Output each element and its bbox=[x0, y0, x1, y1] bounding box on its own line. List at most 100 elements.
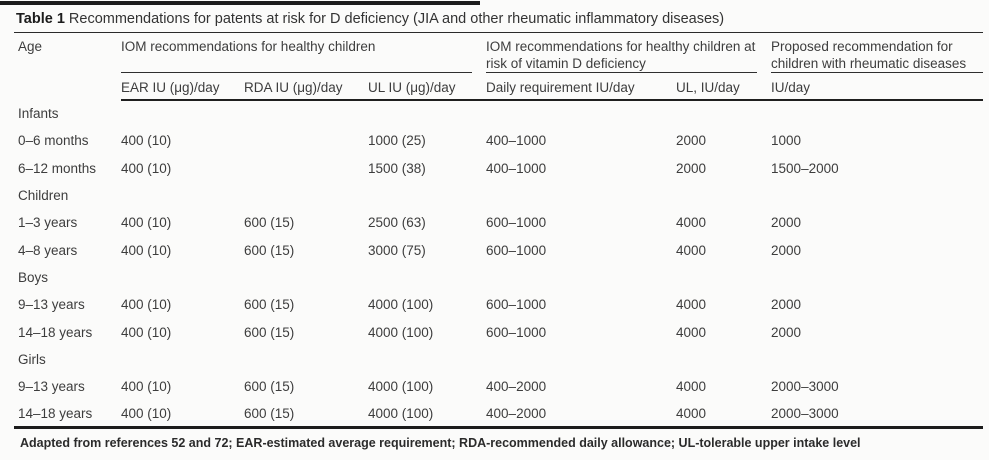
table-cell: 600 (15) bbox=[244, 324, 295, 340]
row-label-age: 6–12 months bbox=[18, 160, 97, 176]
table-cell bbox=[244, 182, 368, 209]
table-cell: 4000 (100) bbox=[368, 379, 434, 395]
table-cell: 4000 (100) bbox=[368, 400, 487, 430]
table-cell: 4000 bbox=[676, 215, 707, 231]
table-row: 4–8 years 400 (10) 600 (15) 3000 (75) 600–10… bbox=[14, 236, 983, 263]
table-cell bbox=[676, 100, 771, 127]
table-cell: 600 (15) bbox=[244, 379, 295, 395]
row-label-age: 9–13 years bbox=[18, 297, 85, 313]
table-footnote: Adapted from references 52 and 72; EAR-e… bbox=[20, 436, 861, 451]
row-label-age: 4–8 years bbox=[18, 242, 78, 258]
table-cell: 4000 bbox=[676, 379, 707, 395]
table-body: Infants 0–6 months 400 (10) 1000 (25) 400–10… bbox=[14, 100, 984, 430]
table-row: 9–13 years 400 (10) 600 (15) 4000 (100) 400–… bbox=[14, 373, 983, 400]
table-cell: 4000 bbox=[676, 242, 707, 258]
section-row: Infants bbox=[14, 100, 983, 127]
table-cell bbox=[676, 264, 771, 291]
table-cell: 600–1000 bbox=[486, 215, 547, 231]
section-row: Children bbox=[14, 182, 983, 209]
scan-artifact-bar bbox=[0, 1, 480, 5]
table-cell: 600 (15) bbox=[244, 215, 295, 231]
table-cell: 400 (10) bbox=[121, 400, 244, 430]
section-label: Boys bbox=[18, 269, 49, 285]
table-cell: 600–1000 bbox=[486, 242, 547, 258]
column-header-age: Age bbox=[18, 39, 43, 54]
table-cell: 600–1000 bbox=[486, 297, 547, 313]
row-label-age: 14–18 years bbox=[14, 400, 121, 430]
group-header-row: Age IOM recommendations for healthy chil… bbox=[14, 33, 984, 73]
table-cell: 600 (15) bbox=[244, 400, 368, 430]
table-cell bbox=[121, 346, 244, 373]
table-cell: 400 (10) bbox=[121, 160, 172, 176]
column-group-proposed: Proposed recommendation for children wit… bbox=[771, 33, 984, 73]
table-cell: 2000 bbox=[771, 297, 802, 313]
table-row: 0–6 months 400 (10) 1000 (25) 400–1000 2000 1… bbox=[14, 127, 983, 154]
table-row: 9–13 years 400 (10) 600 (15) 4000 (100) 600–… bbox=[14, 291, 983, 318]
column-header-ul: UL IU (μg)/day bbox=[368, 73, 487, 101]
table-row: 6–12 months 400 (10) 1500 (38) 400–1000 2000… bbox=[14, 155, 983, 182]
column-header-rda: RDA IU (μg)/day bbox=[244, 73, 368, 101]
table-cell bbox=[244, 346, 368, 373]
row-label-age: 9–13 years bbox=[18, 379, 85, 395]
table-cell bbox=[771, 264, 983, 291]
table-cell: 1500 (38) bbox=[368, 160, 426, 176]
row-label-age: 14–18 years bbox=[18, 324, 93, 340]
table-cell: 2000 bbox=[676, 160, 707, 176]
section-label: Girls bbox=[18, 351, 46, 367]
table-cell: 400 (10) bbox=[121, 324, 172, 340]
section-row: Girls bbox=[14, 346, 983, 373]
table-row: 14–18 years 400 (10) 600 (15) 4000 (100) 600… bbox=[14, 318, 983, 345]
table-cell bbox=[771, 100, 983, 127]
table-cell: 1000 (25) bbox=[368, 133, 426, 149]
section-label: Children bbox=[18, 188, 69, 204]
table-cell: 400 (10) bbox=[121, 215, 172, 231]
column-header-ul-at-risk: UL, IU/day bbox=[676, 73, 772, 101]
table-cell: 400 (10) bbox=[121, 242, 172, 258]
table-cell: 4000 (100) bbox=[368, 324, 434, 340]
section-row: Boys bbox=[14, 264, 983, 291]
table-cell: 4000 bbox=[676, 400, 772, 430]
table-cell: 2000–3000 bbox=[771, 379, 839, 395]
table-cell: 2000 bbox=[771, 324, 802, 340]
table-cell bbox=[486, 264, 676, 291]
table-cell bbox=[676, 182, 771, 209]
column-group-iom-healthy: IOM recommendations for healthy children bbox=[121, 33, 486, 73]
table-cell bbox=[121, 182, 244, 209]
table-cell: 400 (10) bbox=[121, 379, 172, 395]
table-cell: 3000 (75) bbox=[368, 242, 426, 258]
table-cell bbox=[121, 264, 244, 291]
table-cell: 1500–2000 bbox=[771, 160, 839, 176]
group-underline bbox=[771, 72, 984, 73]
column-header-ear: EAR IU (μg)/day bbox=[121, 73, 244, 101]
column-group-label: IOM recommendations for healthy children bbox=[121, 39, 376, 54]
table-cell: 400–1000 bbox=[486, 160, 547, 176]
row-label-age: 1–3 years bbox=[18, 215, 78, 231]
column-group-label: Proposed recommendation for children wit… bbox=[771, 39, 967, 71]
table-cell bbox=[244, 264, 368, 291]
table-cell bbox=[676, 346, 771, 373]
table-cell: 2000 bbox=[771, 215, 802, 231]
table-cell: 600 (15) bbox=[244, 242, 295, 258]
table-cell bbox=[771, 182, 983, 209]
table-cell bbox=[486, 100, 676, 127]
table-row: 14–18 years 400 (10) 600 (15) 4000 (100) 400… bbox=[14, 400, 984, 430]
table-cell: 600 (15) bbox=[244, 297, 295, 313]
section-label: Infants bbox=[18, 106, 59, 122]
table-caption-text: Recommendations for patents at risk for … bbox=[68, 11, 725, 27]
table-cell: 2000–3000 bbox=[771, 400, 984, 430]
table-caption: Table 1 Recommendations for patents at r… bbox=[14, 0, 983, 33]
table-cell bbox=[244, 155, 368, 182]
table-cell: 4000 (100) bbox=[368, 297, 434, 313]
column-group-label: IOM recommendations for healthy children… bbox=[486, 39, 756, 71]
table-cell: 2000 bbox=[771, 242, 802, 258]
table-cell bbox=[368, 182, 486, 209]
row-label-age: 0–6 months bbox=[18, 133, 89, 149]
column-header-daily-requirement: Daily requirement IU/day bbox=[486, 73, 677, 101]
table-cell bbox=[486, 182, 676, 209]
table-cell bbox=[121, 100, 244, 127]
table-cell: 400–1000 bbox=[486, 133, 547, 149]
recommendations-table: Age IOM recommendations for healthy chil… bbox=[14, 33, 984, 430]
table-cell: 1000 bbox=[771, 133, 802, 149]
table-cell bbox=[244, 100, 368, 127]
